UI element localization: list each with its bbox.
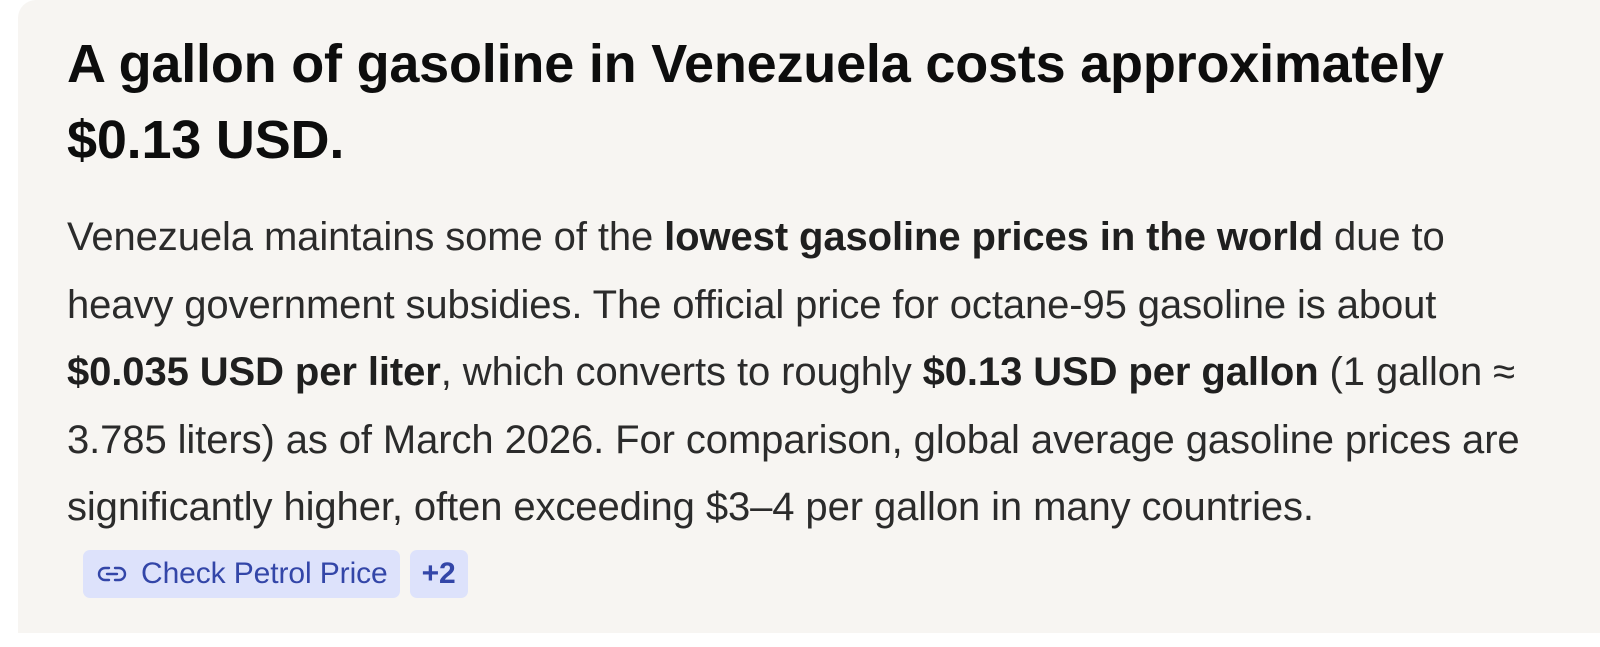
body-text-segment: Venezuela maintains some of the [67,215,665,259]
answer-headline: A gallon of gasoline in Venezuela costs … [67,34,1444,170]
body-text-segment: , which converts to roughly [440,350,923,394]
body-bold-segment: $0.035 USD per liter [67,350,441,394]
body-text-segment: (1 gallon ≈ 3.785 liters) as of March 20… [67,350,1520,529]
source-chip-label: Check Petrol Price [141,556,388,590]
answer-card: A gallon of gasoline in Venezuela costs … [18,0,1600,633]
source-chip-check-petrol-price[interactable]: Check Petrol Price [83,549,400,598]
body-bold-segment: $0.13 USD per gallon [922,350,1319,394]
source-chips: Check Petrol Price +2 [83,549,468,598]
answer-body: Venezuela maintains some of the lowest g… [67,204,1560,609]
link-icon [97,566,127,581]
body-text-segment: due to heavy government subsidies. The o… [67,215,1445,327]
more-sources-chip[interactable]: +2 [409,549,468,598]
body-bold-segment: lowest gasoline prices in the world [664,215,1324,259]
